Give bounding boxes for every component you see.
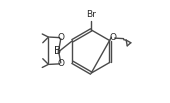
Text: O: O (57, 59, 64, 68)
Text: Br: Br (86, 10, 96, 19)
Text: B: B (54, 46, 61, 56)
Text: O: O (110, 33, 117, 42)
Text: O: O (57, 33, 64, 42)
